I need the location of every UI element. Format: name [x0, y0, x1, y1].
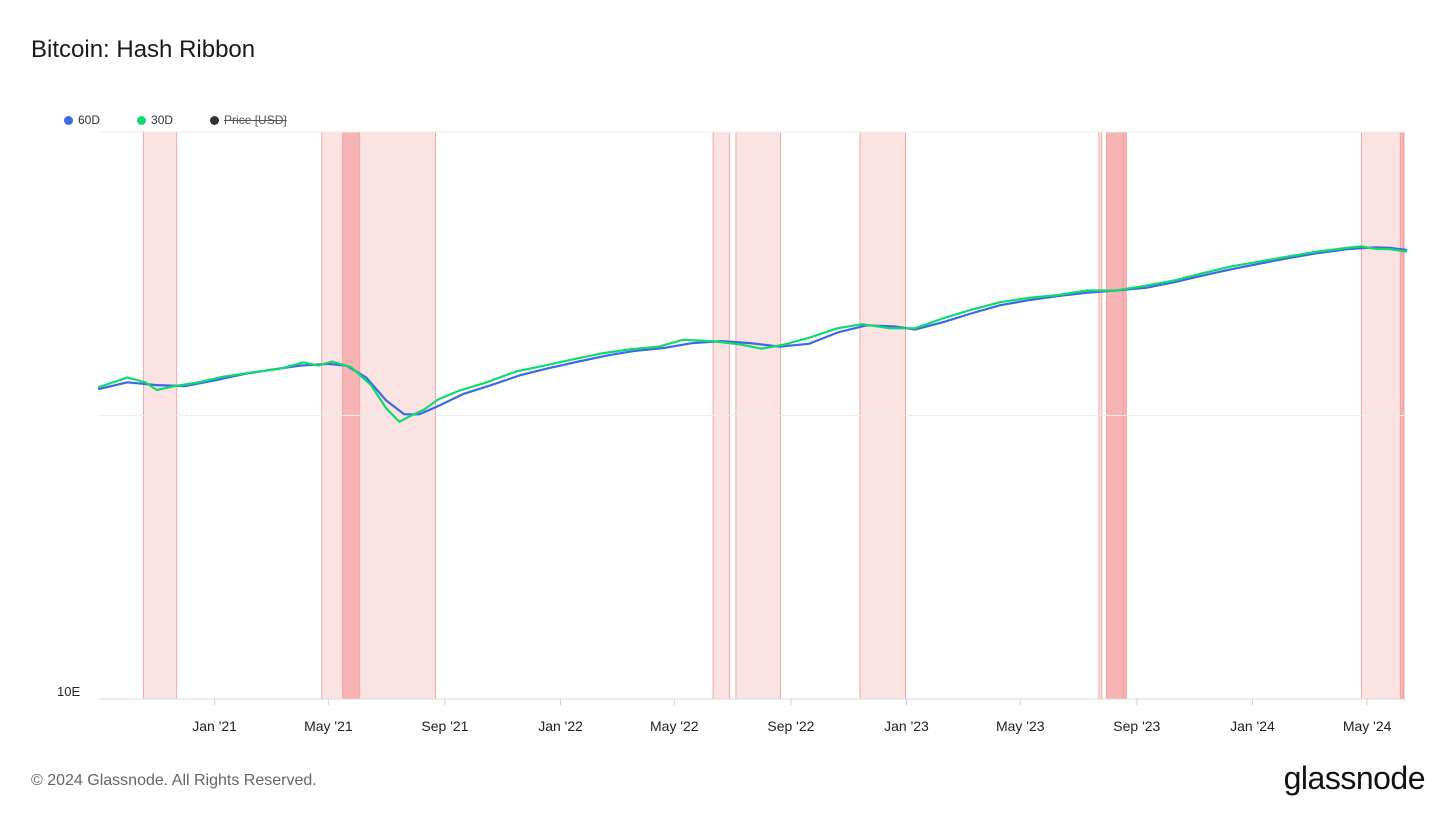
x-tick-label-8: Sep '23: [1113, 718, 1160, 734]
legend-item-60d[interactable]: 60D: [64, 113, 100, 127]
x-tick-label-6: Jan '23: [884, 718, 929, 734]
x-tick-label-0: Jan '21: [192, 718, 237, 734]
chart-axes: Jan '21 May '21 Sep '21 Jan '22 May '22 Sep '…: [57, 684, 1406, 734]
chart-title: Bitcoin: Hash Ribbon: [31, 36, 256, 63]
x-tick-label-9: Jan '24: [1230, 718, 1275, 734]
x-tick-label-7: May '23: [996, 718, 1045, 734]
glassnode-logo: glassnode: [1283, 760, 1426, 796]
series-line-30d: [97, 245, 1408, 423]
legend-label-30d: 30D: [151, 113, 174, 127]
legend-label-price: Price [USD]: [224, 113, 287, 127]
legend-label-60d: 60D: [78, 113, 101, 127]
legend-dot-price: [210, 115, 220, 125]
copyright-footer: © 2024 Glassnode. All Rights Reserved.: [31, 772, 317, 789]
x-tick-label-2: Sep '21: [421, 718, 468, 734]
legend-dot-60d: [64, 115, 73, 125]
series-lines: [97, 245, 1408, 423]
x-tick-label-4: May '22: [650, 718, 699, 734]
y-tick-label-0: 10E: [57, 684, 80, 699]
legend-item-30d[interactable]: 30D: [137, 113, 173, 127]
x-tick-label-1: May '21: [304, 718, 353, 734]
x-tick-label-3: Jan '22: [538, 718, 583, 734]
legend-item-price[interactable]: Price [USD]: [210, 113, 287, 127]
x-tick-label-10: May '24: [1343, 718, 1392, 734]
legend-dot-30d: [137, 115, 147, 125]
x-tick-label-5: Sep '22: [767, 718, 814, 734]
chart-legend: 60D 30D Price [USD]: [64, 113, 324, 127]
series-line-60d: [97, 246, 1408, 416]
